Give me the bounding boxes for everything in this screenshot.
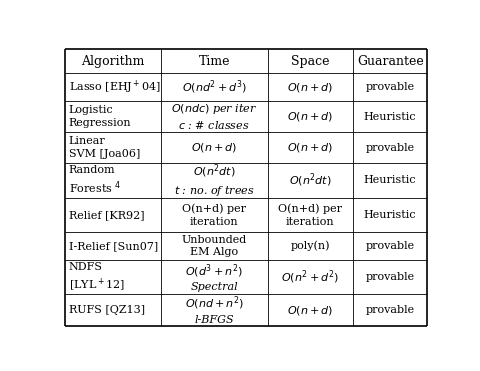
- Text: provable: provable: [366, 82, 415, 92]
- Text: $O(nd^2 + d^3)$: $O(nd^2 + d^3)$: [181, 78, 247, 96]
- Text: $O(n^2dt)$: $O(n^2dt)$: [289, 172, 332, 189]
- Text: Heuristic: Heuristic: [364, 112, 417, 122]
- Text: Heuristic: Heuristic: [364, 210, 417, 220]
- Text: Logistic
Regression: Logistic Regression: [69, 105, 131, 128]
- Text: $O(n + d)$: $O(n + d)$: [287, 141, 334, 154]
- Text: $O(n + d)$: $O(n + d)$: [287, 303, 334, 316]
- Text: Space: Space: [291, 55, 330, 68]
- Text: $O(ndc)$ per iter
$c$ : # classes: $O(ndc)$ per iter $c$ : # classes: [171, 102, 257, 131]
- Text: $O(nd + n^2)$
l-BFGS: $O(nd + n^2)$ l-BFGS: [185, 295, 244, 325]
- Text: Relief [KR92]: Relief [KR92]: [69, 210, 144, 220]
- Text: Random
Forests $^4$: Random Forests $^4$: [69, 165, 121, 196]
- Text: O(n+d) per
iteration: O(n+d) per iteration: [278, 203, 342, 227]
- Text: Unbounded
EM Algo: Unbounded EM Algo: [181, 235, 247, 257]
- Text: Linear
SVM [Joa06]: Linear SVM [Joa06]: [69, 136, 140, 159]
- Text: $O(n + d)$: $O(n + d)$: [287, 110, 334, 123]
- Text: Heuristic: Heuristic: [364, 175, 417, 186]
- Text: poly(n): poly(n): [290, 241, 330, 252]
- Text: $O(n + d)$: $O(n + d)$: [191, 141, 238, 154]
- Text: provable: provable: [366, 241, 415, 251]
- Text: Algorithm: Algorithm: [81, 55, 144, 68]
- Text: Guarantee: Guarantee: [357, 55, 423, 68]
- Text: O(n+d) per
iteration: O(n+d) per iteration: [182, 203, 246, 227]
- Text: $O(d^3 + n^2)$
Spectral: $O(d^3 + n^2)$ Spectral: [185, 262, 243, 292]
- Text: RUFS [QZ13]: RUFS [QZ13]: [69, 305, 144, 315]
- Text: $O(n^2dt)$
$t$ : no. of trees: $O(n^2dt)$ $t$ : no. of trees: [174, 163, 255, 198]
- Text: I-Relief [Sun07]: I-Relief [Sun07]: [69, 241, 158, 251]
- Text: $O(n + d)$: $O(n + d)$: [287, 81, 334, 93]
- Text: NDFS
[LYL$^+$12]: NDFS [LYL$^+$12]: [69, 262, 124, 293]
- Text: provable: provable: [366, 142, 415, 152]
- Text: Lasso [EHJ$^+$04]: Lasso [EHJ$^+$04]: [69, 79, 160, 96]
- Text: Time: Time: [199, 55, 230, 68]
- Text: provable: provable: [366, 272, 415, 282]
- Text: $O(n^2 + d^2)$: $O(n^2 + d^2)$: [281, 268, 339, 286]
- Text: provable: provable: [366, 305, 415, 315]
